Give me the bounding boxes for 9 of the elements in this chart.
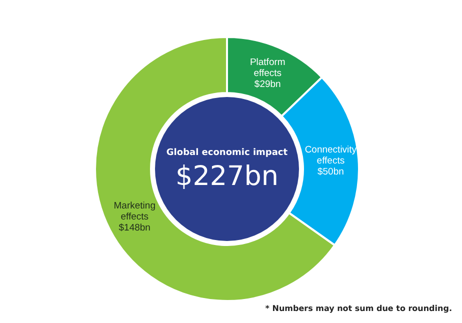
text: * Numbers may not sum due to rounding. (265, 304, 452, 313)
text: Global economic impact (166, 148, 288, 158)
data-label: $148bn (118, 222, 150, 234)
slice-label: Marketing effects (114, 200, 156, 222)
text: $227bn (176, 161, 278, 192)
slice-label: Connectivity effects (304, 144, 357, 167)
data-label: $29bn (254, 78, 281, 90)
slice-label: Platform effects (250, 56, 286, 79)
data-label: $50bn (317, 166, 344, 178)
